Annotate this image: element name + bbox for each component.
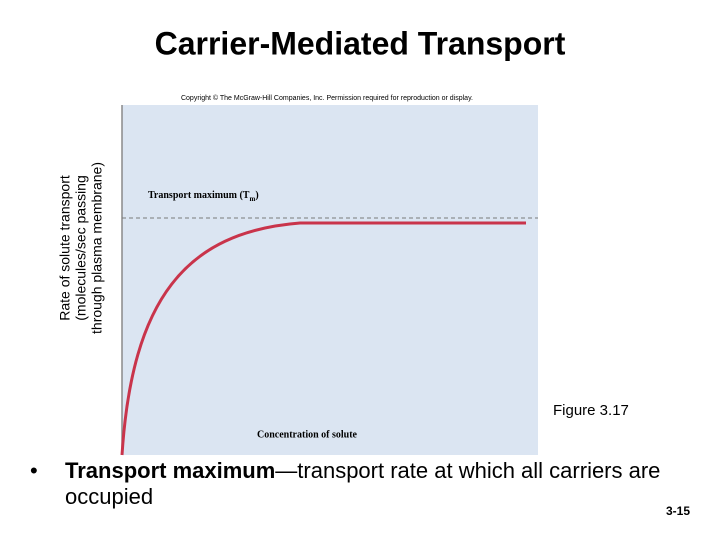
annotation: Transport maximum (Tm) [148,190,259,202]
page-number: 3-15 [666,504,690,518]
y-label: Rate of solute transport (molecules/sec … [57,162,105,334]
bullet-bold: Transport maximum [65,458,276,483]
copyright: Copyright © The McGraw-Hill Companies, I… [181,94,473,102]
y-label-line: (molecules/sec passing [73,175,89,321]
bullet-text: —transport rate at which all carriers ar… [65,458,661,509]
bullet-dot: • [30,458,38,483]
y-label-line: through plasma membrane) [89,162,105,334]
annotation-suffix: ) [255,190,258,201]
curve [120,221,526,456]
caption: Figure 3.17 [553,402,629,419]
title: Carrier-Mediated Transport [155,25,566,61]
bullet: • Transport maximum—transport rate at wh… [30,458,690,510]
annotation-text: Transport maximum (T [148,190,250,201]
plot-area [122,105,538,455]
x-label: Concentration of solute [257,429,358,440]
y-label-line: Rate of solute transport [57,175,73,321]
annotation-sub: m [249,195,255,203]
bullet-body: Transport maximum—transport rate at whic… [65,458,690,510]
